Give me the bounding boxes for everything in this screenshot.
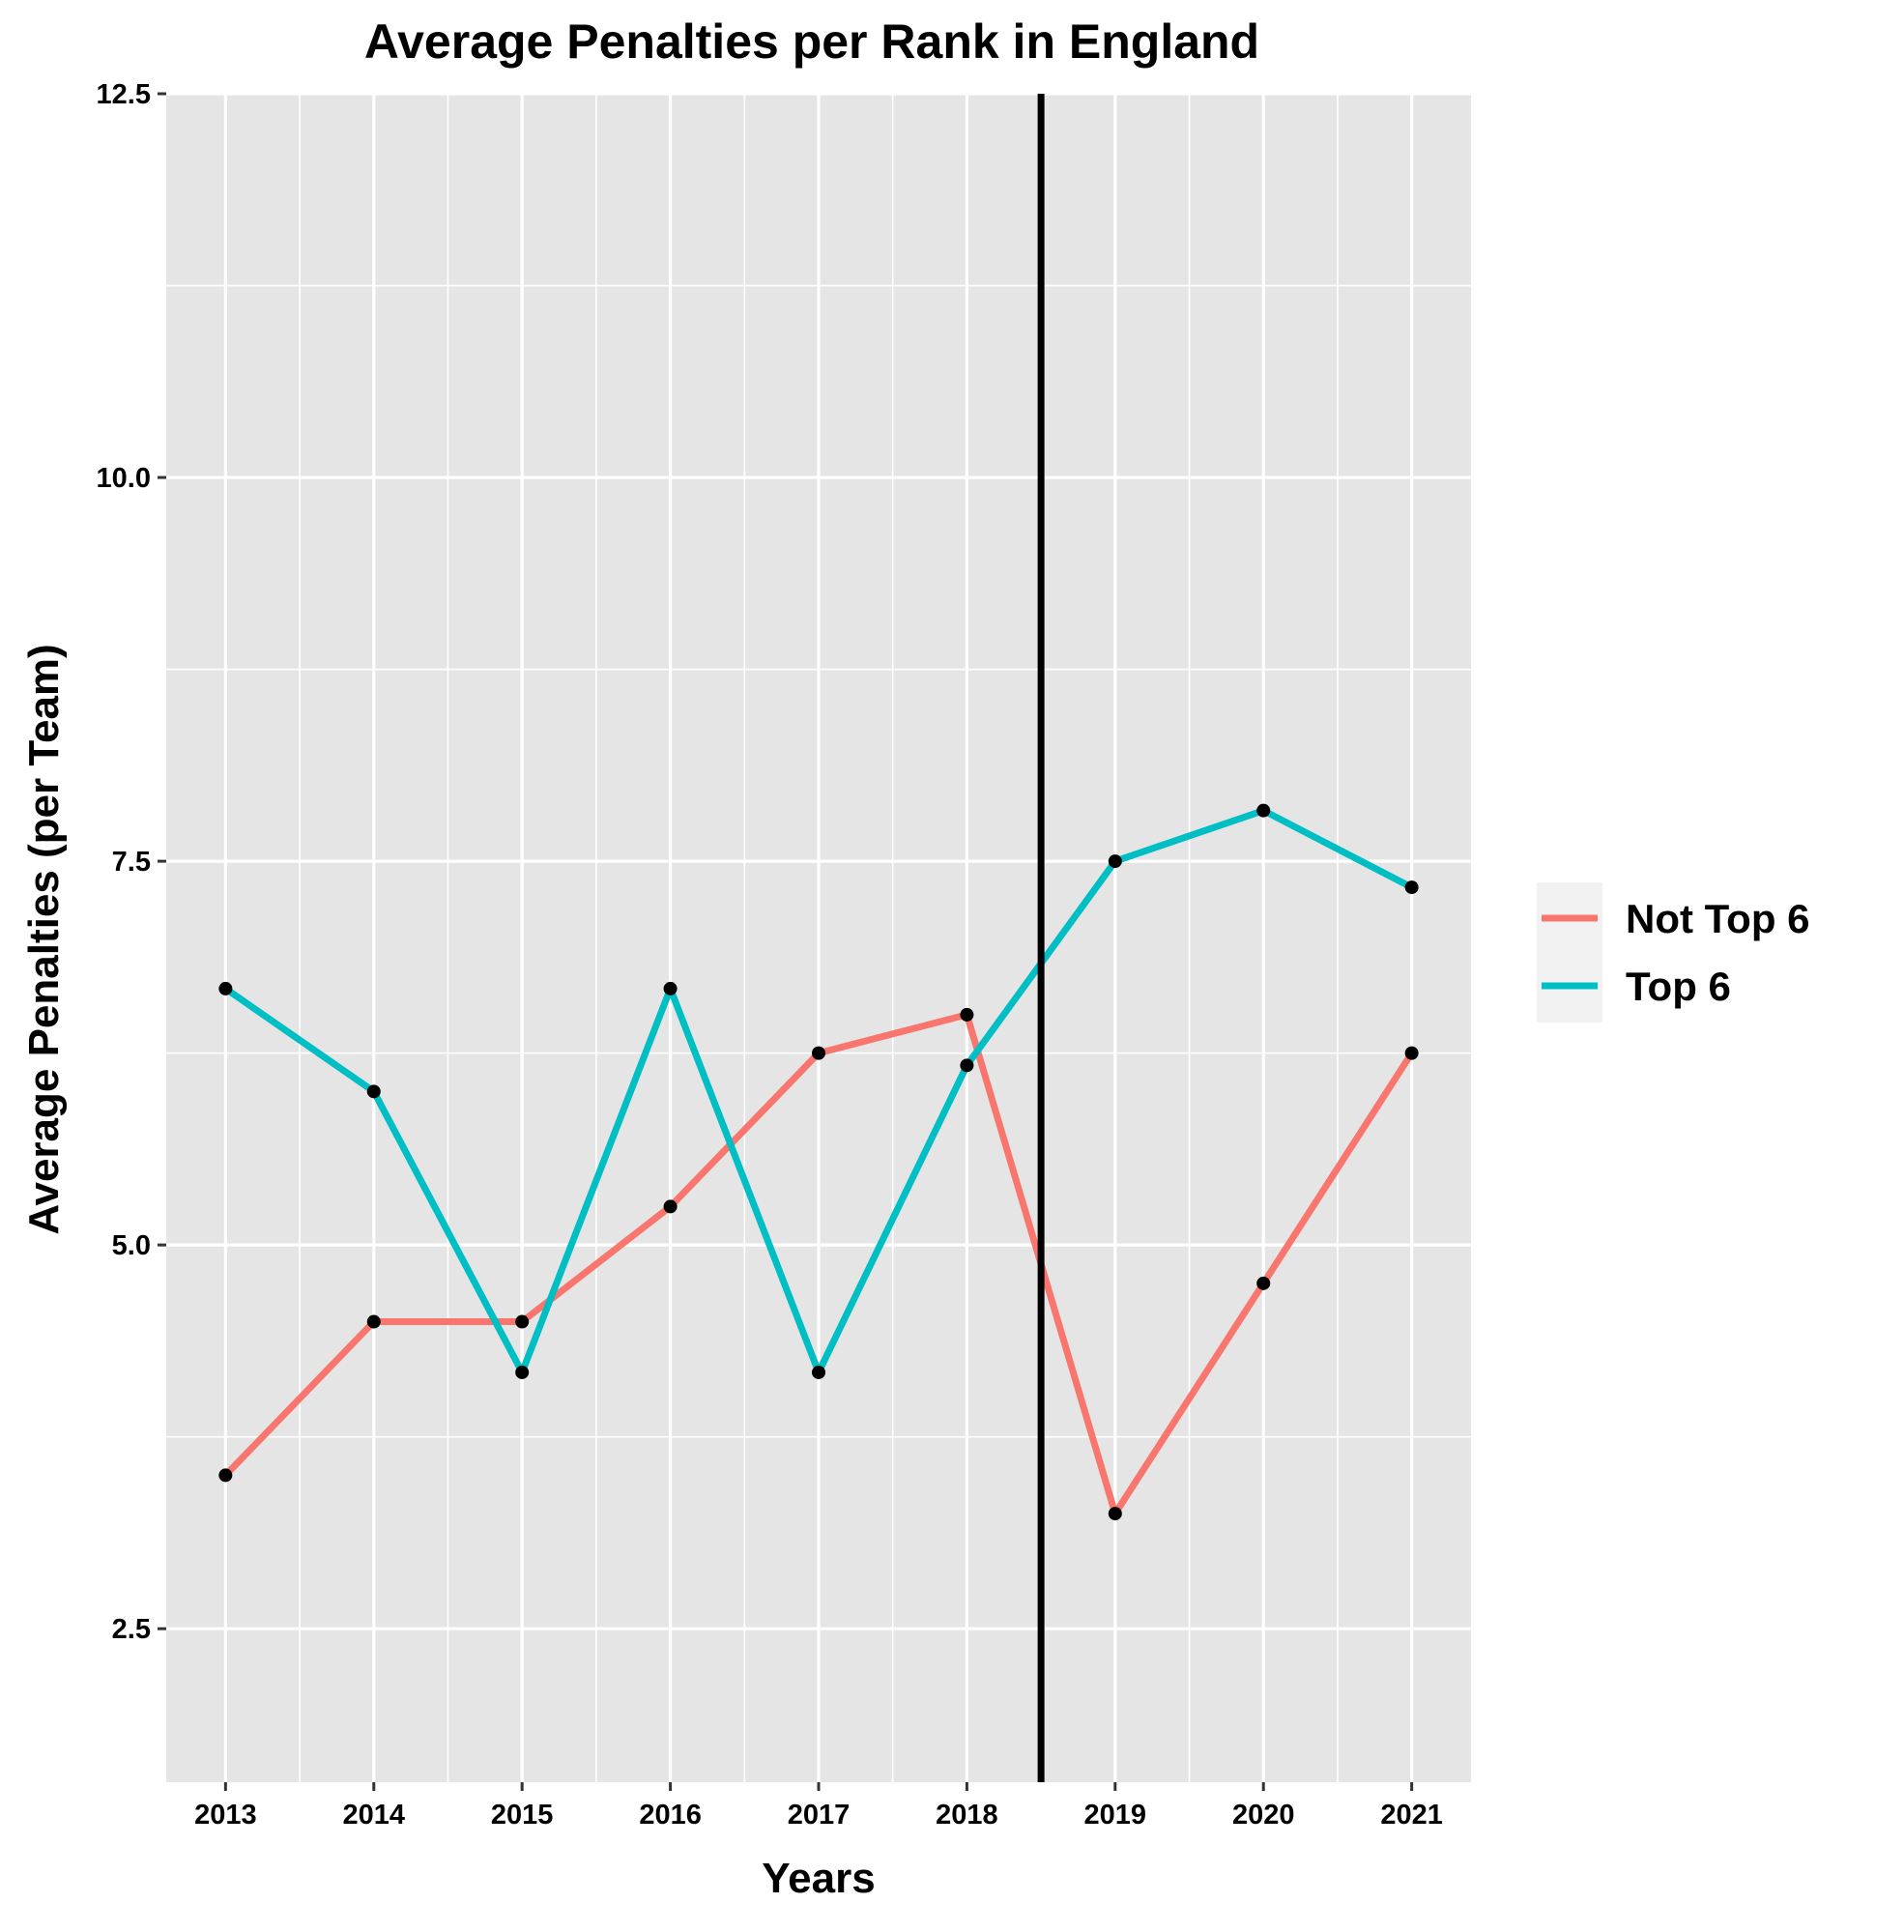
data-point	[366, 1314, 381, 1329]
data-point	[515, 1314, 530, 1329]
y-axis-title: Average Penalties (per Team)	[20, 644, 68, 1234]
y-tick-label: 5.0	[112, 1230, 151, 1261]
data-point	[1256, 1276, 1271, 1290]
data-point	[1108, 1507, 1122, 1521]
x-tick-label: 2018	[936, 1800, 998, 1831]
data-point	[663, 1199, 678, 1214]
legend-key-background	[1537, 882, 1602, 1023]
x-tick-label: 2017	[788, 1800, 851, 1831]
data-point	[515, 1365, 530, 1379]
x-tick-label: 2013	[194, 1800, 257, 1831]
x-tick-label: 2016	[639, 1800, 702, 1831]
data-point	[812, 1046, 825, 1060]
legend: Not Top 6 Top 6	[1537, 882, 1810, 1023]
data-point	[1404, 880, 1419, 895]
x-tick-label: 2020	[1232, 1800, 1295, 1831]
x-tick-label: 2015	[491, 1800, 554, 1831]
x-tick-label: 2019	[1084, 1800, 1147, 1831]
data-point	[366, 1084, 381, 1099]
data-point	[812, 1365, 825, 1379]
legend-label-not-top-6: Not Top 6	[1626, 896, 1810, 941]
y-tick-label: 12.5	[97, 79, 151, 110]
data-point	[218, 981, 233, 995]
data-point	[960, 1058, 974, 1073]
data-point	[663, 981, 678, 995]
data-point	[1404, 1046, 1419, 1060]
y-tick-label: 7.5	[112, 847, 151, 878]
data-point	[1108, 854, 1122, 869]
x-axis-title: Years	[762, 1855, 875, 1902]
data-point	[218, 1468, 233, 1483]
grid-major	[166, 92, 1471, 1782]
legend-label-top-6: Top 6	[1626, 964, 1731, 1009]
y-tick-label: 2.5	[112, 1614, 151, 1645]
data-point	[1256, 803, 1271, 818]
y-axis: 2.5 5.0 7.5 10.0 12.5	[97, 79, 166, 1645]
x-tick-label: 2021	[1380, 1800, 1443, 1831]
chart-title: Average Penalties per Rank in England	[364, 14, 1259, 69]
series-points	[218, 803, 1419, 1521]
x-tick-label: 2014	[343, 1800, 406, 1831]
x-axis: 2013 2014 2015 2016 2017 2018 2019 2020 2021	[194, 1782, 1443, 1831]
y-tick-label: 10.0	[97, 463, 151, 494]
data-point	[960, 1007, 974, 1022]
